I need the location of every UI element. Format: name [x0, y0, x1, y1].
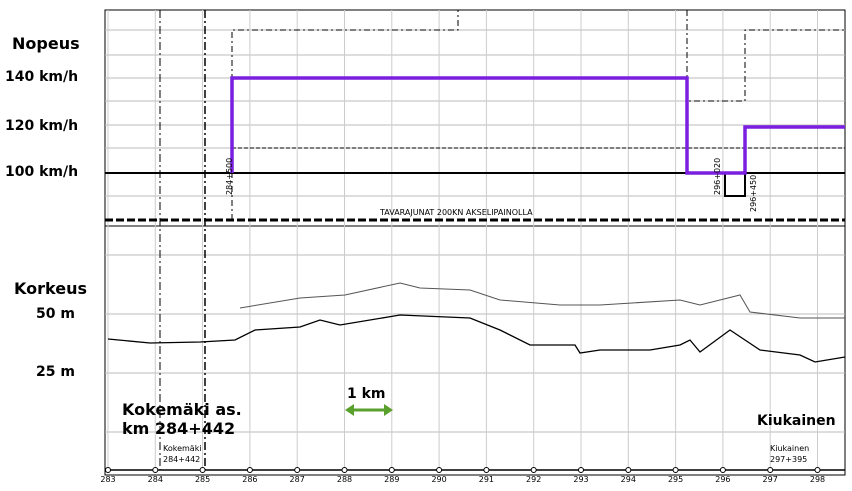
speed-change-marker: 296+020 [713, 158, 722, 195]
km-tick [530, 467, 537, 473]
track-profile [239, 282, 845, 319]
km-tick [388, 467, 395, 473]
scale-label: 1 km [347, 386, 386, 402]
scale-arrow [345, 404, 393, 416]
km-tick [436, 467, 443, 473]
km-tick [578, 467, 584, 473]
start-km: km 284+442 [122, 419, 235, 438]
km-ticks: 283 284 285 286 287 288 289 290 291 292 293 294 295 2… [100, 467, 825, 484]
km-tick [294, 467, 301, 473]
speed-change-marker: 296+450 [749, 175, 758, 212]
station-name: Kokemäki [163, 444, 202, 453]
km-label: 297 [763, 475, 778, 484]
km-tick [814, 467, 821, 473]
km-tick [719, 467, 726, 473]
speed-label: 100 km/h [5, 164, 78, 180]
speed-grid [105, 29, 845, 197]
km-tick [105, 467, 111, 473]
height-title: Korkeus [14, 279, 87, 298]
km-label: 289 [384, 475, 399, 484]
km-tick [767, 467, 774, 473]
km-grid [107, 10, 818, 470]
speed-title: Nopeus [12, 34, 80, 53]
speed-dip [724, 173, 746, 197]
km-label: 288 [337, 475, 352, 484]
speed-label: 140 km/h [5, 69, 78, 85]
km-label: 284 [148, 475, 163, 484]
km-label: 287 [290, 475, 305, 484]
station-km: 284+442 [163, 455, 200, 464]
other-speed-line [686, 10, 845, 102]
start-station: Kokemäki as. [122, 400, 242, 419]
speed-change-marker: 284+500 [225, 158, 234, 195]
km-label: 295 [668, 475, 683, 484]
station-name: Kiukainen [770, 444, 809, 453]
km-label: 293 [573, 475, 588, 484]
freight-note: TAVARAJUNAT 200KN AKSELIPAINOLLA [379, 208, 533, 217]
station-km: 297+395 [770, 455, 807, 464]
speed-label: 120 km/h [5, 118, 78, 134]
ground-profile [107, 314, 846, 363]
km-label: 283 [100, 475, 115, 484]
km-label: 296 [715, 475, 730, 484]
end-station: Kiukainen [757, 413, 836, 429]
frame [104, 9, 846, 476]
km-tick [341, 467, 348, 473]
km-label: 285 [195, 475, 210, 484]
km-tick [152, 467, 159, 473]
height-label: 25 m [36, 364, 75, 380]
km-label: 298 [810, 475, 825, 484]
km-tick [199, 467, 206, 473]
km-tick [246, 467, 253, 473]
km-tick [625, 467, 632, 473]
height-grid [105, 254, 845, 433]
km-label: 294 [621, 475, 636, 484]
km-label: 290 [431, 475, 446, 484]
height-label: 50 m [36, 306, 75, 322]
km-tick [483, 467, 490, 473]
km-label: 292 [526, 475, 541, 484]
km-label: 286 [242, 475, 257, 484]
km-tick [672, 467, 679, 473]
speed-profile [230, 76, 845, 175]
km-label: 291 [479, 475, 494, 484]
